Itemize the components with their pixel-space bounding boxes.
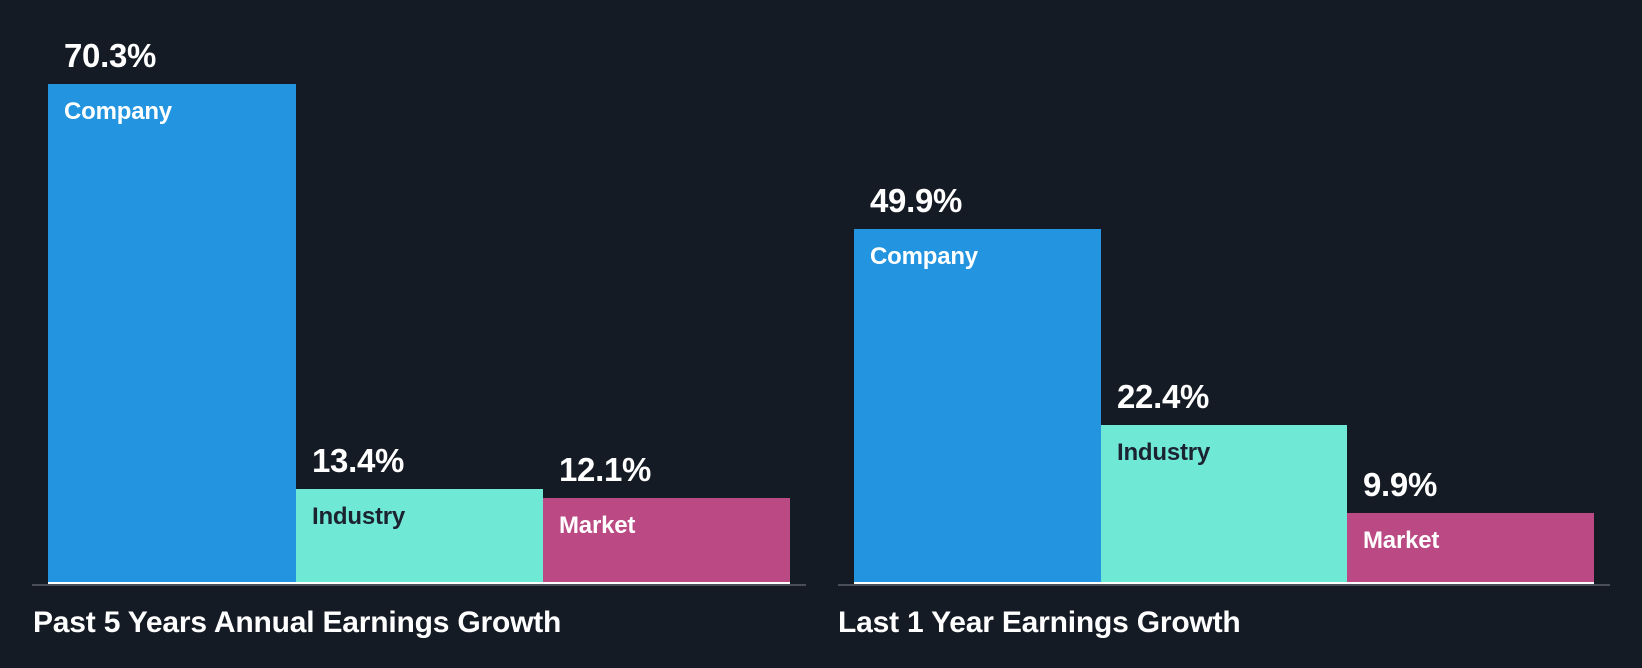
bar-baseline	[543, 582, 790, 584]
bar-baseline	[854, 582, 1101, 584]
bar-company: Company	[48, 84, 296, 584]
bar-company: Company	[854, 229, 1101, 584]
bar-baseline	[1347, 582, 1594, 584]
bar-label-company: Company	[64, 98, 172, 125]
value-label-company: 49.9%	[870, 182, 963, 219]
bar-market: Market	[543, 498, 790, 584]
value-label-market: 12.1%	[559, 451, 652, 488]
bar-label-industry: Industry	[1117, 439, 1211, 466]
chart-past-5-years: Company 70.3% Industry 13.4% Market 12.1…	[32, 37, 806, 639]
bar-industry: Industry	[1101, 425, 1347, 584]
x-axis-line	[838, 584, 1610, 586]
bar-label-company: Company	[870, 243, 978, 270]
bar-label-market: Market	[1363, 527, 1440, 554]
value-label-company: 70.3%	[64, 37, 157, 74]
chart-title: Past 5 Years Annual Earnings Growth	[33, 606, 562, 639]
chart-title: Last 1 Year Earnings Growth	[838, 606, 1241, 639]
value-label-industry: 13.4%	[312, 442, 405, 479]
bar-baseline	[1101, 582, 1347, 584]
value-label-market: 9.9%	[1363, 466, 1438, 503]
bar-label-market: Market	[559, 512, 636, 539]
bar-industry: Industry	[296, 489, 543, 584]
bar-market: Market	[1347, 513, 1594, 584]
bar-baseline	[48, 582, 296, 584]
bar-label-industry: Industry	[312, 503, 406, 530]
value-label-industry: 22.4%	[1117, 378, 1210, 415]
bar-baseline	[296, 582, 543, 584]
x-axis-line	[32, 584, 806, 586]
